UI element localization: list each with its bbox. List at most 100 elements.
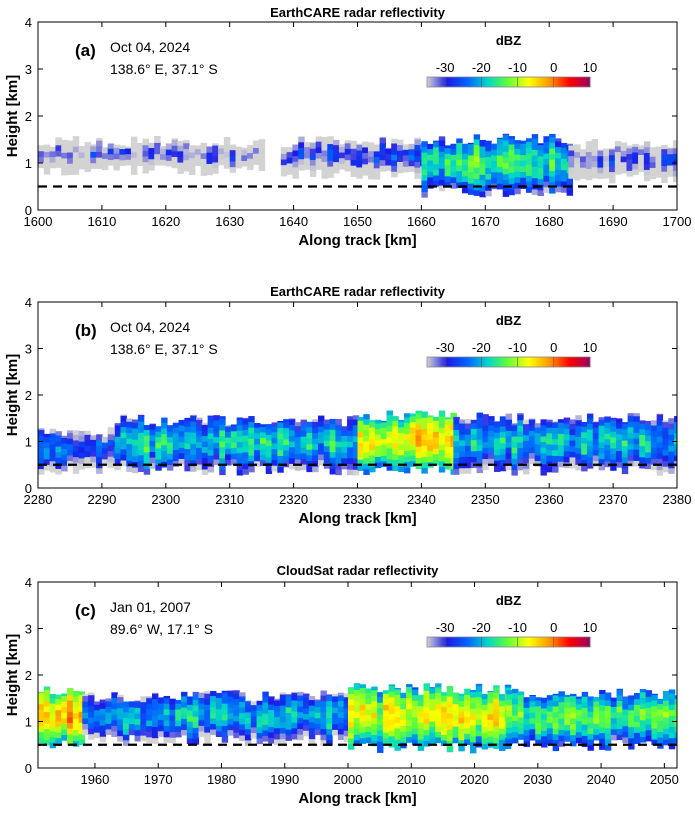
reflectivity-cell bbox=[552, 438, 559, 445]
reflectivity-cell bbox=[337, 728, 345, 735]
reflectivity-cell bbox=[423, 740, 430, 747]
reflectivity-cell bbox=[661, 176, 668, 183]
reflectivity-cell bbox=[566, 143, 574, 146]
reflectivity-cell bbox=[242, 462, 249, 470]
reflectivity-cell bbox=[496, 171, 504, 179]
reflectivity-cell bbox=[218, 145, 225, 149]
reflectivity-cell bbox=[96, 162, 103, 169]
reflectivity-cell bbox=[359, 704, 367, 711]
reflectivity-cell bbox=[337, 706, 345, 713]
reflectivity-cell bbox=[446, 723, 454, 730]
reflectivity-cell bbox=[210, 706, 217, 713]
reflectivity-cell bbox=[78, 430, 86, 437]
reflectivity-cell bbox=[552, 705, 560, 713]
reflectivity-cell bbox=[655, 160, 662, 167]
reflectivity-cell bbox=[575, 696, 583, 699]
reflectivity-cell bbox=[528, 458, 536, 465]
reflectivity-cell bbox=[517, 733, 525, 740]
reflectivity-cell bbox=[96, 151, 103, 158]
reflectivity-cell bbox=[433, 420, 440, 427]
reflectivity-cell bbox=[207, 449, 215, 456]
reflectivity-cell bbox=[252, 147, 260, 154]
reflectivity-cell bbox=[493, 703, 500, 710]
reflectivity-cell bbox=[242, 440, 249, 447]
reflectivity-cell bbox=[537, 155, 544, 163]
reflectivity-cell bbox=[661, 165, 668, 172]
reflectivity-cell bbox=[569, 434, 576, 441]
reflectivity-cell bbox=[365, 736, 372, 744]
reflectivity-cell bbox=[570, 712, 577, 719]
reflectivity-cell bbox=[382, 732, 390, 739]
reflectivity-cell bbox=[429, 737, 436, 744]
reflectivity-cell bbox=[248, 438, 255, 445]
reflectivity-cell bbox=[655, 171, 662, 178]
reflectivity-cell bbox=[575, 720, 583, 727]
reflectivity-cell bbox=[122, 734, 130, 741]
reflectivity-cell bbox=[201, 468, 209, 476]
reflectivity-cell bbox=[423, 701, 430, 708]
reflectivity-cell bbox=[219, 457, 226, 464]
reflectivity-cell bbox=[470, 691, 477, 698]
reflectivity-cell bbox=[388, 724, 396, 731]
reflectivity-cell bbox=[314, 717, 322, 724]
reflectivity-cell bbox=[609, 160, 616, 167]
reflectivity-cell bbox=[67, 163, 74, 170]
reflectivity-cell bbox=[190, 465, 197, 472]
x-tick-label: 1630 bbox=[215, 214, 244, 229]
reflectivity-cell bbox=[639, 702, 647, 710]
reflectivity-cell bbox=[409, 438, 417, 445]
x-tick-label: 2300 bbox=[151, 492, 180, 507]
reflectivity-cell bbox=[523, 718, 531, 725]
reflectivity-cell bbox=[470, 450, 478, 457]
reflectivity-cell bbox=[541, 697, 548, 703]
reflectivity-cell bbox=[508, 155, 515, 162]
reflectivity-cell bbox=[570, 717, 577, 725]
reflectivity-cell bbox=[409, 427, 417, 434]
reflectivity-cell bbox=[169, 737, 176, 744]
reflectivity-cell bbox=[189, 157, 196, 164]
reflectivity-cell bbox=[599, 732, 606, 739]
reflectivity-cell bbox=[421, 411, 428, 413]
reflectivity-cell bbox=[517, 716, 525, 724]
reflectivity-cell bbox=[663, 733, 670, 740]
reflectivity-cell bbox=[196, 417, 203, 420]
reflectivity-cell bbox=[394, 705, 401, 712]
reflectivity-cell bbox=[171, 138, 179, 141]
reflectivity-cell bbox=[82, 717, 89, 724]
reflectivity-cell bbox=[529, 700, 536, 708]
reflectivity-cell bbox=[579, 172, 587, 179]
reflectivity-cell bbox=[43, 168, 51, 175]
reflectivity-cell bbox=[55, 468, 62, 475]
reflectivity-cell bbox=[49, 150, 57, 158]
reflectivity-cell bbox=[184, 431, 191, 438]
reflectivity-cell bbox=[309, 159, 317, 166]
reflectivity-cell bbox=[438, 151, 446, 158]
reflectivity-cell bbox=[332, 695, 339, 702]
reflectivity-cell bbox=[487, 691, 494, 698]
reflectivity-cell bbox=[604, 427, 611, 434]
reflectivity-cell bbox=[645, 446, 652, 453]
reflectivity-cell bbox=[353, 734, 361, 741]
reflectivity-cell bbox=[616, 433, 623, 440]
reflectivity-cell bbox=[645, 735, 653, 742]
reflectivity-cell bbox=[134, 707, 141, 714]
reflectivity-cell bbox=[421, 445, 428, 452]
reflectivity-cell bbox=[265, 445, 273, 452]
reflectivity-cell bbox=[323, 456, 331, 464]
reflectivity-cell bbox=[444, 446, 452, 453]
reflectivity-cell bbox=[105, 723, 112, 730]
reflectivity-cell bbox=[592, 427, 600, 434]
chart-title: EarthCARE radar reflectivity bbox=[270, 5, 446, 20]
reflectivity-cell bbox=[598, 452, 605, 460]
reflectivity-cell bbox=[467, 143, 475, 150]
reflectivity-cell bbox=[78, 705, 86, 712]
reflectivity-cell bbox=[177, 162, 184, 169]
reflectivity-cell bbox=[335, 418, 342, 425]
reflectivity-cell bbox=[552, 466, 559, 473]
reflectivity-cell bbox=[312, 421, 319, 428]
reflectivity-cell bbox=[300, 463, 307, 471]
reflectivity-cell bbox=[667, 164, 674, 172]
reflectivity-cell bbox=[411, 689, 419, 696]
reflectivity-cell bbox=[49, 460, 57, 467]
